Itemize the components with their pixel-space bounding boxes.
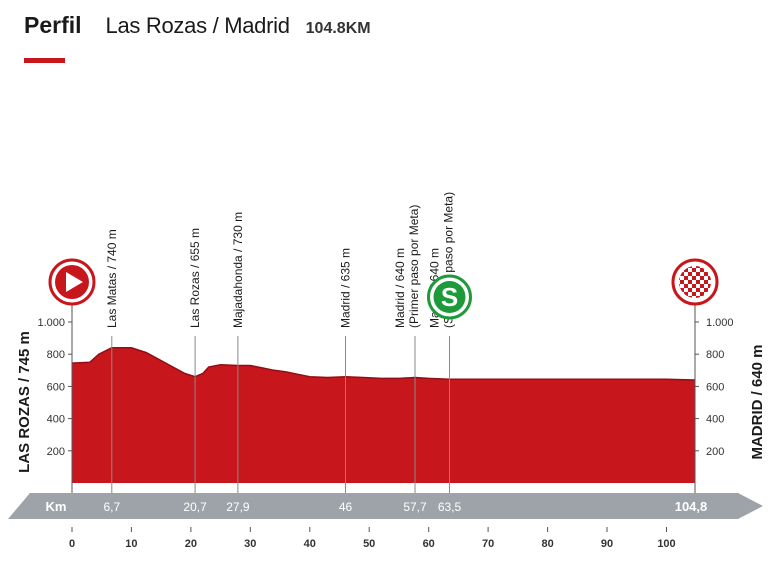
y-tick-label-left: 200 (47, 446, 65, 458)
header-distance: 104.8KM (305, 20, 371, 37)
y-tick-label-right: 600 (706, 381, 724, 393)
y-tick-label-left: 1.000 (37, 317, 65, 329)
y-tick-label-right: 400 (706, 414, 724, 426)
elevation-area (72, 347, 695, 483)
km-band-label: Km (46, 499, 67, 514)
x-tick-label: 70 (482, 538, 494, 550)
km-point-label: 57,7 (403, 500, 427, 514)
header-title: Perfil (24, 12, 82, 38)
x-tick-label: 90 (601, 538, 613, 550)
x-tick-label: 100 (657, 538, 675, 550)
x-tick-label: 20 (185, 538, 197, 550)
header-route: Las Rozas / Madrid (105, 13, 290, 38)
km-point-label: 63,5 (438, 500, 462, 514)
start-location-label: LAS ROZAS / 745 m (16, 331, 33, 473)
finish-location-label: MADRID / 640 m (749, 344, 766, 459)
play-triangle-icon (66, 272, 83, 292)
waypoint-label-1: Las Rozas / 655 m (188, 228, 202, 328)
y-tick-label-right: 800 (706, 349, 724, 361)
km-point-label: 46 (339, 500, 353, 514)
sprint-icon-letter: S (441, 282, 458, 312)
x-tick-label: 60 (423, 538, 435, 550)
x-tick-label: 0 (69, 538, 75, 550)
y-tick-label-right: 200 (706, 446, 724, 458)
header: Perfil Las Rozas / Madrid 104.8KM (24, 12, 371, 46)
header-accent-bar (24, 58, 65, 63)
waypoint-label-0: Las Matas / 740 m (105, 229, 119, 328)
km-point-label: 27,9 (226, 500, 250, 514)
checkered-flag-icon (679, 266, 711, 298)
x-tick-label: 10 (125, 538, 137, 550)
y-tick-label-left: 400 (47, 414, 65, 426)
y-tick-label-right: 1.000 (706, 317, 734, 329)
y-tick-label-left: 800 (47, 349, 65, 361)
km-point-label: 6,7 (103, 500, 120, 514)
km-point-label: 20,7 (183, 500, 207, 514)
waypoint-label-2: Majadahonda / 730 m (231, 212, 245, 328)
x-tick-label: 40 (304, 538, 316, 550)
x-tick-label: 50 (363, 538, 375, 550)
y-tick-label-left: 600 (47, 381, 65, 393)
waypoint-label-3: Madrid / 635 m (339, 248, 353, 328)
km-band (8, 493, 763, 519)
x-tick-label: 30 (244, 538, 256, 550)
x-tick-label: 80 (541, 538, 553, 550)
elevation-line (71, 347, 696, 381)
sprint-icon-inner (433, 281, 466, 313)
km-point-label: 104,8 (675, 499, 708, 514)
waypoint-sublabel-4: (Primer paso por Meta) (407, 205, 421, 328)
waypoint-label-4: Madrid / 640 m (393, 248, 407, 328)
